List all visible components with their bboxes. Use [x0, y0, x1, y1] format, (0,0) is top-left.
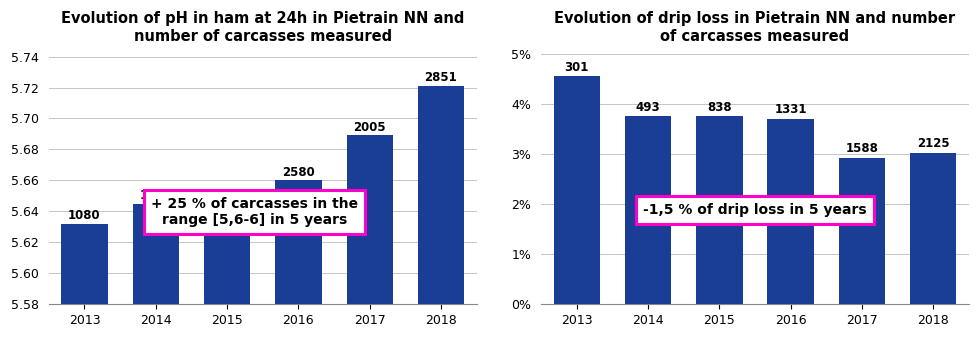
- Text: 2851: 2851: [424, 71, 458, 84]
- Bar: [839, 158, 885, 304]
- Text: 2190: 2190: [211, 189, 243, 202]
- Text: 1331: 1331: [774, 103, 807, 116]
- Text: -1,5 % of drip loss in 5 years: -1,5 % of drip loss in 5 years: [643, 203, 866, 217]
- Bar: [767, 119, 813, 304]
- Bar: [275, 180, 321, 304]
- Bar: [696, 116, 743, 304]
- Text: + 25 % of carcasses in the
range [5,6-6] in 5 years: + 25 % of carcasses in the range [5,6-6]…: [151, 197, 358, 227]
- Text: 2005: 2005: [354, 121, 386, 134]
- Text: 493: 493: [636, 101, 661, 114]
- Bar: [417, 86, 465, 304]
- Title: Evolution of drip loss in Pietrain NN and number
of carcasses measured: Evolution of drip loss in Pietrain NN an…: [555, 11, 956, 44]
- Text: 838: 838: [707, 101, 732, 114]
- Bar: [132, 203, 179, 304]
- Bar: [910, 153, 956, 304]
- Text: 1588: 1588: [846, 143, 878, 155]
- Bar: [347, 136, 393, 304]
- Text: 301: 301: [564, 61, 589, 74]
- Text: 1814: 1814: [139, 189, 172, 202]
- Bar: [625, 116, 671, 304]
- Bar: [554, 76, 600, 304]
- Bar: [62, 224, 108, 304]
- Text: 2125: 2125: [917, 138, 950, 150]
- Text: 2580: 2580: [282, 166, 315, 179]
- Bar: [204, 203, 250, 304]
- Title: Evolution of pH in ham at 24h in Pietrain NN and
number of carcasses measured: Evolution of pH in ham at 24h in Pietrai…: [61, 11, 465, 44]
- Text: 1080: 1080: [69, 209, 101, 222]
